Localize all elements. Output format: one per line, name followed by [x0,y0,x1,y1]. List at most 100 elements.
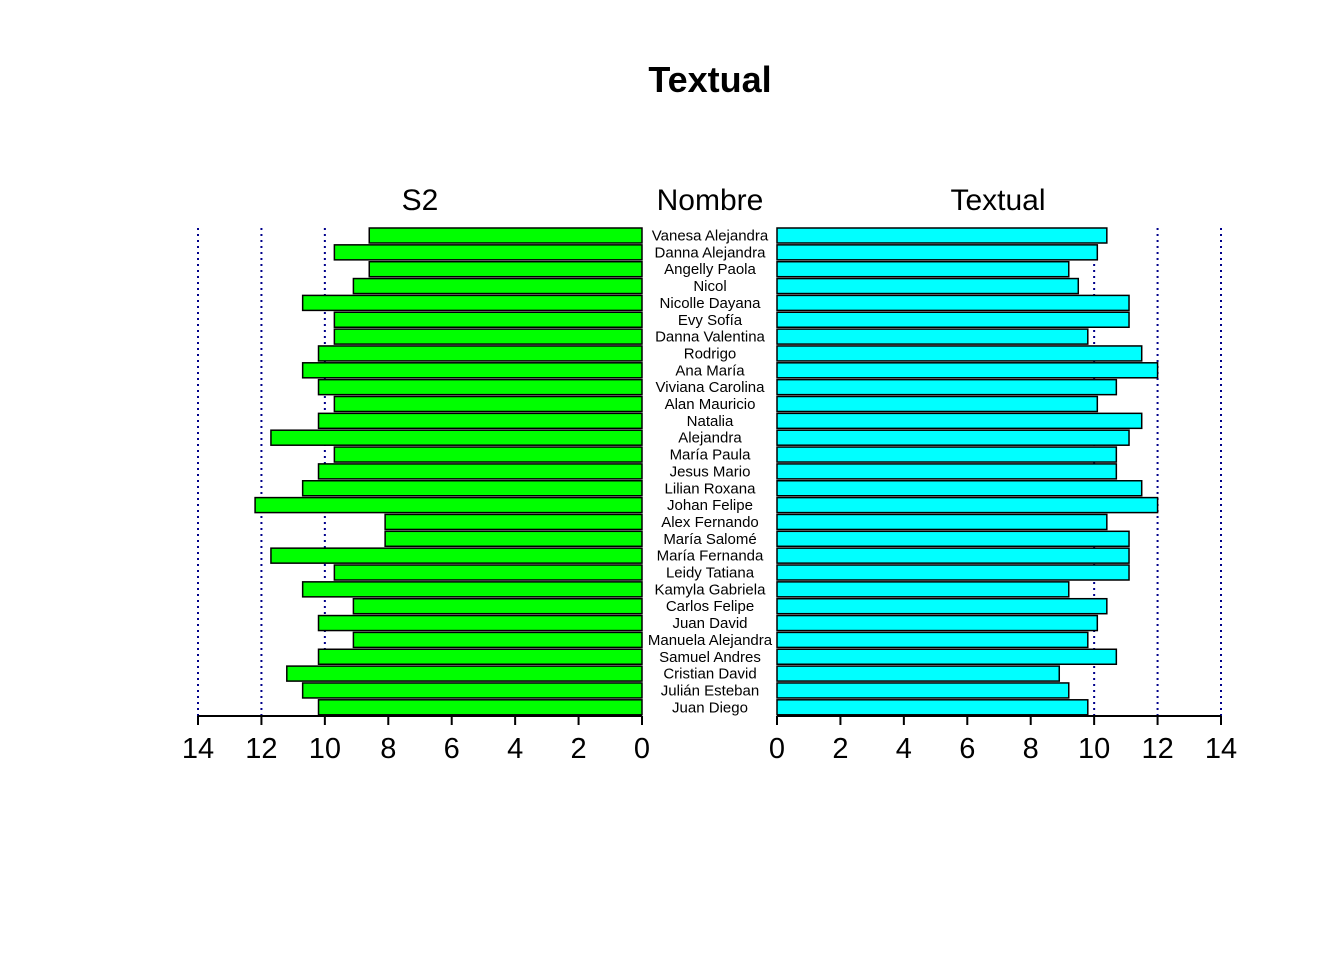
bar-textual [776,260,1070,278]
category-label: Rodrigo [684,345,737,362]
bar-textual [776,480,1143,497]
category-label: Alan Mauricio [665,396,756,413]
category-label: Carlos Felipe [666,598,754,615]
tick-label-left: 4 [507,733,523,765]
category-label: María Paula [670,447,752,464]
bar-s2 [352,631,643,649]
bar-textual [776,429,1130,446]
bar-s2 [317,463,643,480]
bar-textual [776,648,1118,665]
bar-s2 [270,429,643,446]
bar-s2 [317,648,643,665]
tick-label-left: 8 [380,733,396,765]
category-label: Evy Sofía [678,312,743,329]
bar-s2 [301,294,643,312]
bar-s2 [368,227,643,244]
tick-label-right: 12 [1141,733,1173,765]
bar-s2 [301,581,643,598]
right-panel-label: Textual [950,184,1045,217]
tick-label-left: 10 [309,733,341,765]
category-label: Jesus Mario [670,463,751,480]
category-label: Ana María [675,362,745,379]
bar-s2 [270,547,643,564]
bar-textual [776,277,1080,295]
axes: 0 0 2 2 4 4 6 6 8 8 10 10 12 12 14 14 [182,715,1237,765]
bar-textual [776,395,1099,413]
bar-s2 [301,480,643,497]
bar-textual [776,530,1130,548]
tick-label-right: 4 [896,733,912,765]
category-label: Juan Diego [672,699,748,716]
category-label: María Salomé [663,531,756,548]
bar-s2 [333,311,643,328]
center-panel-label: Nombre [657,184,764,217]
category-label: María Fernanda [657,548,764,565]
bar-s2 [286,665,643,682]
bar-textual [776,513,1108,531]
tick-label-left: 0 [634,733,650,765]
bar-textual [776,581,1070,598]
category-label: Alex Fernando [661,514,759,531]
tick-label-left: 6 [444,733,460,765]
category-label: Lilian Roxana [665,480,757,497]
bars [254,227,1159,716]
bar-s2 [317,699,643,716]
bar-s2 [333,446,643,463]
bar-textual [776,682,1070,699]
tick-label-right: 10 [1078,733,1110,765]
tick-label-right: 8 [1023,733,1039,765]
bar-textual [776,378,1118,396]
bar-textual [776,311,1130,328]
bar-s2 [352,277,643,295]
bar-s2 [317,614,643,632]
category-label: Juan David [672,615,747,632]
bar-s2 [333,328,643,345]
bar-s2 [384,513,643,531]
category-label: Nicolle Dayana [660,295,762,312]
bar-s2 [333,564,643,581]
category-label: Alejandra [678,430,742,447]
category-label: Samuel Andres [659,649,761,666]
category-label: Kamyla Gabriela [655,581,767,598]
bar-textual [776,446,1118,463]
bar-s2 [254,496,643,514]
category-label: Leidy Tatiana [666,565,755,582]
category-label: Viviana Carolina [656,379,766,396]
chart-title: Textual [648,59,771,100]
category-label: Vanesa Alejandra [652,228,769,245]
bar-s2 [352,597,643,615]
bar-textual [776,631,1089,649]
tick-label-right: 2 [832,733,848,765]
bar-textual [776,564,1130,581]
bar-textual [776,665,1061,682]
bar-s2 [317,378,643,396]
bar-textual [776,597,1108,615]
bar-s2 [384,530,643,548]
bar-s2 [301,362,643,379]
category-label: Natalia [687,413,734,430]
bar-textual [776,328,1089,345]
tick-label-left: 12 [245,733,277,765]
bar-textual [776,463,1118,480]
category-label: Danna Alejandra [655,244,767,261]
category-label: Cristian David [663,666,756,683]
bar-textual [776,244,1099,261]
bar-textual [776,345,1143,362]
bar-s2 [317,345,643,362]
tick-label-left: 14 [182,733,214,765]
bar-textual [776,496,1159,514]
bar-s2 [333,244,643,261]
tick-label-right: 0 [769,733,785,765]
bar-textual [776,362,1159,379]
tick-label-left: 2 [571,733,587,765]
category-label: Danna Valentina [655,329,765,346]
tick-label-right: 6 [959,733,975,765]
left-panel-label: S2 [402,184,439,217]
bar-textual [776,412,1143,430]
bar-s2 [368,260,643,278]
category-label: Julián Esteban [661,682,759,699]
category-label: Johan Felipe [667,497,753,514]
bar-s2 [333,395,643,413]
